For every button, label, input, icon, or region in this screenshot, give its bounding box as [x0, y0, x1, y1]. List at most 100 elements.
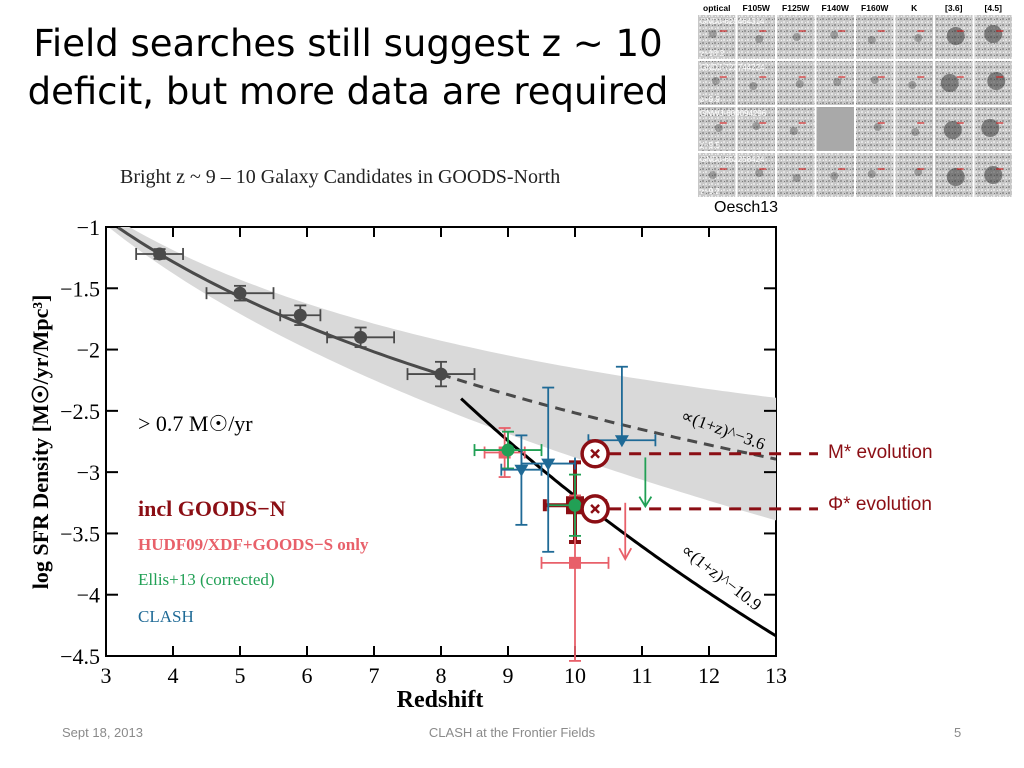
- inset-row-z: z~9.9: [700, 95, 720, 104]
- legend-ellis13: Ellis+13 (corrected): [138, 570, 275, 589]
- axis-ticks: 3 4 5 6 7 8 9 10 11 12 13 −1 −1.5 −2 −2.5 −3 −3.5 −4 −4.5: [60, 215, 787, 688]
- inset-column-header: optical: [703, 3, 730, 13]
- x-tick-label: 11: [631, 663, 652, 688]
- data-point: [354, 330, 368, 344]
- m-star-evolution-label: M* evolution: [828, 442, 933, 463]
- data-point: [233, 286, 247, 300]
- hudf-arrow-head: [618, 547, 633, 562]
- inset-source-blob: [752, 122, 761, 130]
- x-tick-label: 8: [436, 663, 447, 688]
- inset-row-z: z~9.2: [700, 187, 720, 196]
- inset-row-id: GNDJ-652258424: [700, 155, 765, 164]
- data-point: [614, 435, 629, 448]
- chart-title: Bright z ~ 9 – 10 Galaxy Candidates in G…: [120, 166, 560, 188]
- inset-source-blob: [708, 30, 717, 38]
- inset-row-z: z~10.2: [700, 49, 725, 58]
- slide-title: Field searches still suggest z ~ 10 defi…: [18, 20, 678, 116]
- inset-source-blob: [914, 168, 923, 176]
- inset-source-blob: [792, 174, 801, 182]
- inset-source-blob: [755, 35, 764, 43]
- x-tick-label: 3: [101, 663, 112, 688]
- inset-column-header: F140W: [822, 3, 850, 13]
- inset-source-blob: [943, 121, 962, 139]
- x-tick-label: 6: [302, 663, 313, 688]
- inset-source-blob: [987, 72, 1006, 90]
- x-tick-label: 5: [235, 663, 246, 688]
- inset-source-blob: [940, 74, 959, 92]
- inset-stamp: [895, 153, 933, 197]
- inset-source-blob: [946, 168, 965, 186]
- inset-stamp: [698, 15, 736, 59]
- inset-source-blob: [711, 77, 720, 85]
- y-tick-label: −4: [77, 583, 100, 608]
- inset-source-blob: [714, 124, 723, 132]
- slide-title-line1: Field searches still suggest z ~ 10: [33, 22, 663, 65]
- inset-source-blob: [946, 27, 965, 45]
- inset-stamp: [698, 107, 736, 151]
- inset-source-label: Oesch13: [714, 199, 778, 216]
- inset-stamp: [856, 15, 894, 59]
- y-axis-label: log SFR Density [M☉/yr/Mpc³]: [28, 295, 53, 590]
- y-tick-label: −3: [77, 460, 100, 485]
- y-tick-label: −2.5: [60, 399, 100, 424]
- threshold-label: > 0.7 M☉/yr: [138, 411, 253, 436]
- inset-stamp: [698, 153, 736, 197]
- inset-column-header: [4.5]: [985, 3, 1003, 13]
- inset-stamp: [777, 153, 815, 197]
- phi-star-evolution-label: Φ* evolution: [828, 494, 932, 515]
- footer-center: CLASH at the Frontier Fields: [428, 725, 596, 740]
- data-point: [569, 556, 581, 569]
- inset-source-blob: [708, 171, 717, 179]
- y-tick-label: −2: [77, 338, 100, 363]
- data-point: [501, 443, 515, 457]
- x-tick-label: 9: [503, 663, 514, 688]
- inset-source-blob: [867, 170, 876, 178]
- inset-stamp: [737, 61, 775, 105]
- inset-source-blob: [867, 36, 876, 44]
- x-axis-label: Redshift: [397, 687, 484, 713]
- inset-stamp: [816, 61, 854, 105]
- data-point: [568, 498, 582, 512]
- inset-source-blob: [908, 81, 917, 89]
- inset-stamp: [777, 61, 815, 105]
- page-number: 5: [954, 725, 962, 740]
- inset-row-id: GNWJ-604094296: [700, 109, 767, 118]
- inset-stamp: [856, 153, 894, 197]
- inset-source-blob: [830, 172, 839, 180]
- data-point: [293, 308, 307, 322]
- shallow-fit-extrapolation: [440, 372, 777, 461]
- inset-source-blob: [749, 82, 758, 90]
- inset-stamp: [856, 61, 894, 105]
- inset-stamp: [895, 107, 933, 151]
- inset-source-blob: [914, 34, 923, 42]
- inset-stamp: [777, 15, 815, 59]
- inset-source-blob: [873, 123, 882, 131]
- inset-row-z: z~9.5: [700, 141, 720, 150]
- steep-fit-label: ∝(1+z)^−10.9: [678, 540, 766, 614]
- steep-fit-line: [460, 397, 777, 638]
- inset-stamp: [737, 107, 775, 151]
- legend-hudf09: HUDF09/XDF+GOODS−S only: [138, 535, 369, 554]
- data-point: [153, 247, 167, 261]
- slide-title-line2: deficit, but more data are required: [27, 70, 669, 113]
- x-tick-label: 13: [765, 663, 787, 688]
- x-tick-label: 12: [698, 663, 720, 688]
- inset-stamp: [895, 15, 933, 59]
- x-tick-label: 7: [369, 663, 380, 688]
- y-tick-label: −3.5: [60, 521, 100, 546]
- legend-clash: CLASH: [138, 607, 194, 626]
- inset-source-blob: [792, 33, 801, 41]
- inset-row-id: GNDJ-722744224: [700, 63, 765, 72]
- inset-source-blob: [755, 169, 764, 177]
- inset-column-header: F105W: [743, 3, 771, 13]
- evolution-annotations: [580, 439, 818, 562]
- inset-stamp: [816, 107, 854, 151]
- inset-stamp: [816, 15, 854, 59]
- inset-column-header: F160W: [861, 3, 889, 13]
- x-tick-label: 10: [564, 663, 586, 688]
- inset-stamp: [895, 61, 933, 105]
- data-point: [514, 464, 529, 477]
- inset-stamp: [737, 153, 775, 197]
- inset-source-blob: [795, 80, 804, 88]
